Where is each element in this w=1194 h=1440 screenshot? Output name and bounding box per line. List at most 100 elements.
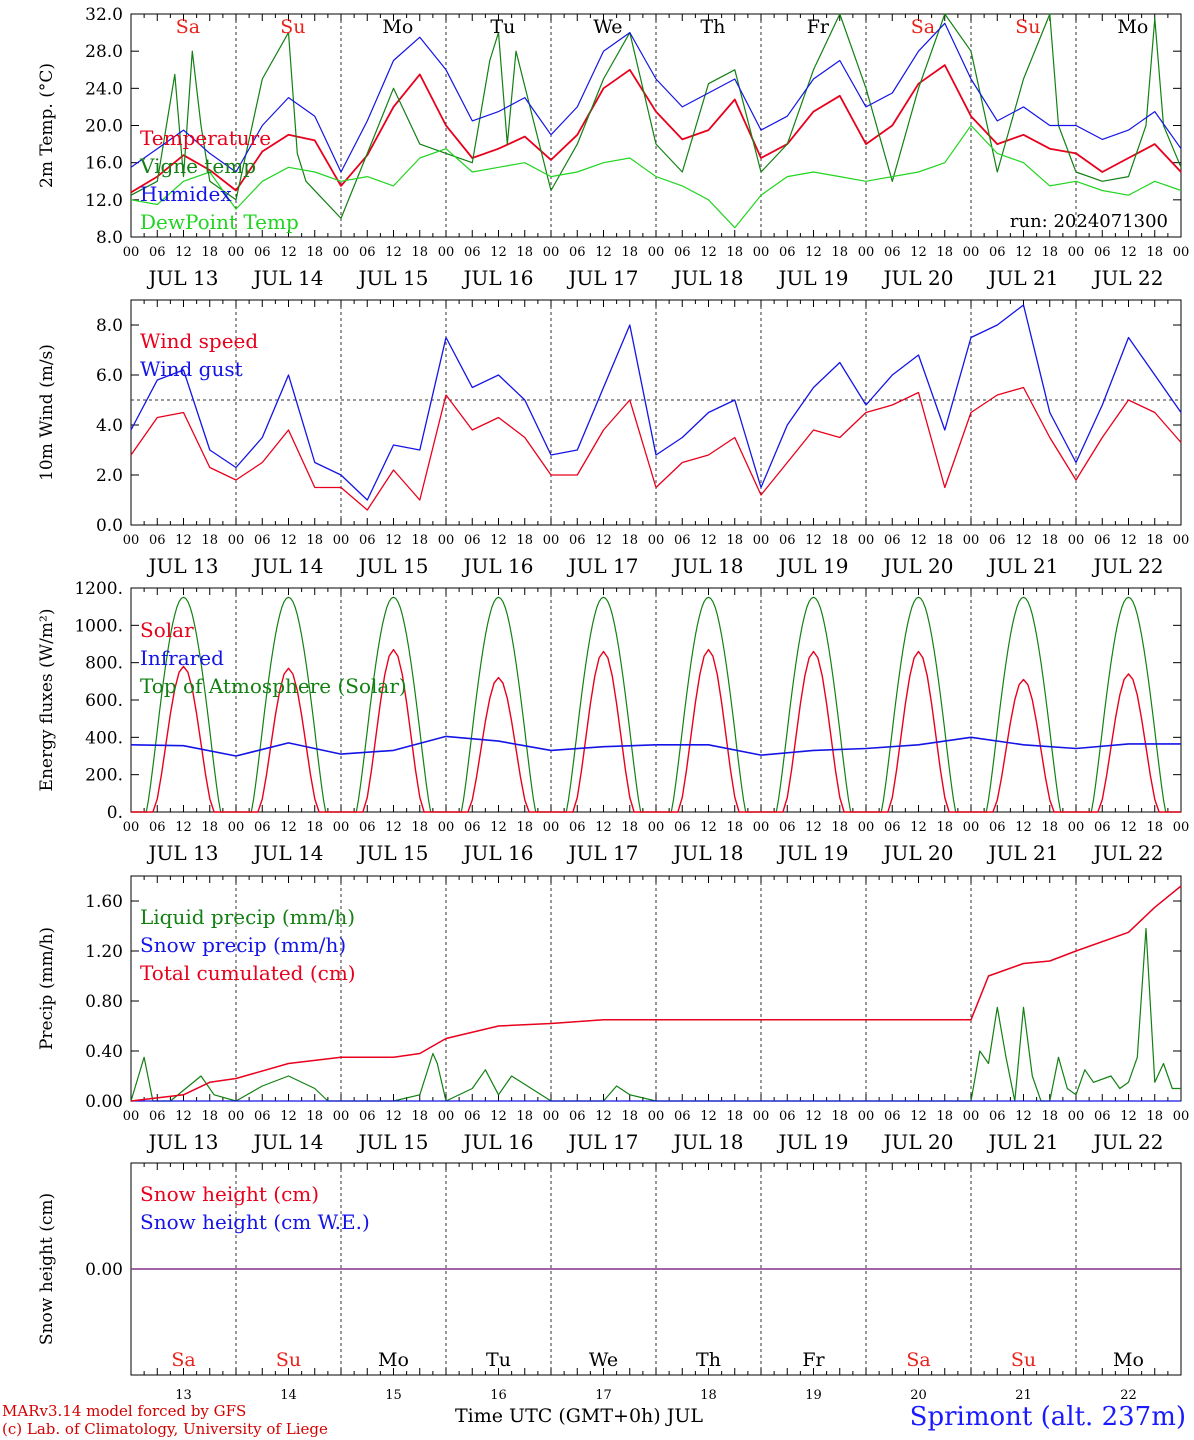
date-label: JUL 15 bbox=[357, 554, 429, 578]
hour-tick-label: 18 bbox=[516, 1109, 533, 1124]
date-label: JUL 18 bbox=[672, 266, 744, 290]
hour-tick-label: 06 bbox=[149, 533, 166, 548]
hour-tick-label: 00 bbox=[858, 820, 875, 835]
y-tick-label: 20.0 bbox=[85, 117, 123, 137]
hour-tick-label: 18 bbox=[411, 245, 428, 260]
hour-tick-label: 12 bbox=[1015, 820, 1032, 835]
date-label: JUL 17 bbox=[567, 1130, 639, 1154]
hour-tick-label: 18 bbox=[1146, 533, 1163, 548]
hour-tick-label: 06 bbox=[779, 1109, 796, 1124]
date-label: JUL 13 bbox=[147, 266, 219, 290]
hour-tick-label: 00 bbox=[543, 245, 560, 260]
legend-entry: DewPoint Temp bbox=[140, 210, 299, 234]
series-humidex bbox=[130, 22, 1182, 173]
date-label: JUL 21 bbox=[987, 1130, 1059, 1154]
date-label: JUL 16 bbox=[462, 266, 534, 290]
hour-tick-label: 06 bbox=[464, 820, 481, 835]
y-tick-label: 200. bbox=[85, 766, 123, 786]
hour-tick-label: 18 bbox=[1146, 820, 1163, 835]
hour-tick-label: 12 bbox=[490, 533, 507, 548]
hour-tick-label: 12 bbox=[595, 820, 612, 835]
hour-tick-label: 06 bbox=[1094, 820, 1111, 835]
hour-tick-label: 12 bbox=[910, 820, 927, 835]
hour-tick-label: 00 bbox=[648, 1109, 665, 1124]
hour-tick-label: 00 bbox=[123, 820, 140, 835]
date-label: JUL 20 bbox=[882, 554, 954, 578]
legend-entry: Temperature bbox=[140, 126, 271, 150]
y-tick-label: 1000. bbox=[74, 616, 123, 636]
legend-entry: Infrared bbox=[140, 646, 224, 670]
panel-wind: 0.0 2.0 4.0 6.0 8.0 10m Wind (m/s) 00 06 12 18 JUL… bbox=[37, 299, 1190, 578]
y-tick-label: 24.0 bbox=[85, 79, 123, 99]
hour-tick-label: 06 bbox=[884, 245, 901, 260]
date-label: JUL 15 bbox=[357, 1130, 429, 1154]
hour-tick-label: 00 bbox=[963, 245, 980, 260]
legend-entry: Total cumulated (cm) bbox=[140, 961, 356, 985]
hour-tick-label: 12 bbox=[385, 533, 402, 548]
date-label: JUL 13 bbox=[147, 1130, 219, 1154]
hour-tick-label: 00 bbox=[228, 820, 245, 835]
hour-tick-label: 00 bbox=[1068, 245, 1085, 260]
weekday-label: Th bbox=[696, 1349, 721, 1371]
series-total-cumulated-cm- bbox=[130, 885, 1182, 1102]
hour-tick-label: 06 bbox=[674, 820, 691, 835]
hour-tick-label: 00 bbox=[333, 533, 350, 548]
hour-tick-label: 18 bbox=[831, 533, 848, 548]
hour-tick-label: 06 bbox=[884, 533, 901, 548]
panel-frame bbox=[130, 587, 1182, 813]
day-number-label: 18 bbox=[700, 1388, 717, 1403]
legend-entry: Solar bbox=[140, 618, 194, 642]
y-tick-label: 28.0 bbox=[85, 42, 123, 62]
hour-tick-label: 18 bbox=[936, 820, 953, 835]
hour-tick-label: 06 bbox=[464, 245, 481, 260]
y-tick-label: 600. bbox=[85, 691, 123, 711]
hour-tick-label: 12 bbox=[385, 820, 402, 835]
hour-tick-label: 00 bbox=[1173, 533, 1190, 548]
y-tick-label: 2.0 bbox=[96, 466, 123, 486]
panel-precip: 0.00 0.40 0.80 1.20 1.60 Precip (mm/h) 00 06 12 1… bbox=[37, 875, 1190, 1154]
hour-tick-label: 06 bbox=[254, 820, 271, 835]
hour-tick-label: 00 bbox=[543, 1109, 560, 1124]
hour-tick-label: 00 bbox=[858, 533, 875, 548]
date-label: JUL 19 bbox=[777, 1130, 849, 1154]
y-tick-label: 1.20 bbox=[85, 942, 123, 962]
hour-tick-label: 18 bbox=[726, 533, 743, 548]
hour-tick-label: 12 bbox=[280, 245, 297, 260]
date-label: JUL 14 bbox=[252, 554, 324, 578]
panel-temp: 8.0 12.0 16.0 20.0 24.0 28.0 32.0 2m Temp. (°C)… bbox=[37, 5, 1189, 290]
hour-tick-label: 06 bbox=[989, 245, 1006, 260]
hour-tick-label: 18 bbox=[1041, 820, 1058, 835]
hour-tick-label: 06 bbox=[464, 533, 481, 548]
date-label: JUL 22 bbox=[1092, 1130, 1164, 1154]
hour-tick-label: 12 bbox=[805, 533, 822, 548]
hour-tick-label: 18 bbox=[201, 533, 218, 548]
hour-tick-label: 00 bbox=[438, 1109, 455, 1124]
hour-tick-label: 00 bbox=[963, 1109, 980, 1124]
hour-tick-label: 18 bbox=[936, 1109, 953, 1124]
hour-tick-label: 12 bbox=[910, 245, 927, 260]
hour-tick-label: 18 bbox=[411, 820, 428, 835]
hour-tick-label: 00 bbox=[648, 245, 665, 260]
hour-tick-label: 06 bbox=[884, 1109, 901, 1124]
hour-tick-label: 00 bbox=[438, 245, 455, 260]
weekday-label: We bbox=[589, 1349, 618, 1371]
hour-tick-label: 06 bbox=[1094, 533, 1111, 548]
hour-tick-label: 00 bbox=[228, 533, 245, 548]
series-solar bbox=[131, 648, 1181, 813]
legend-entry: Wind speed bbox=[140, 329, 258, 353]
panel-snow: 0.00 Snow height (cm) Snow height (cm) Snow… bbox=[37, 1162, 1182, 1403]
day-number-label: 16 bbox=[490, 1388, 507, 1403]
date-label: JUL 20 bbox=[882, 841, 954, 865]
hour-tick-label: 12 bbox=[490, 1109, 507, 1124]
y-tick-label: 12.0 bbox=[85, 191, 123, 211]
legend-entry: Wind gust bbox=[140, 357, 243, 381]
hour-tick-label: 18 bbox=[621, 533, 638, 548]
y-axis-label: Energy fluxes (W/m²) bbox=[37, 609, 57, 792]
hour-tick-label: 00 bbox=[1173, 1109, 1190, 1124]
weekday-label: Fr bbox=[807, 16, 830, 38]
legend-entry: Top of Atmosphere (Solar) bbox=[140, 674, 407, 698]
legend-entry: Snow height (cm) bbox=[140, 1182, 319, 1206]
hour-tick-label: 18 bbox=[936, 533, 953, 548]
date-label: JUL 21 bbox=[987, 266, 1059, 290]
hour-tick-label: 06 bbox=[149, 245, 166, 260]
